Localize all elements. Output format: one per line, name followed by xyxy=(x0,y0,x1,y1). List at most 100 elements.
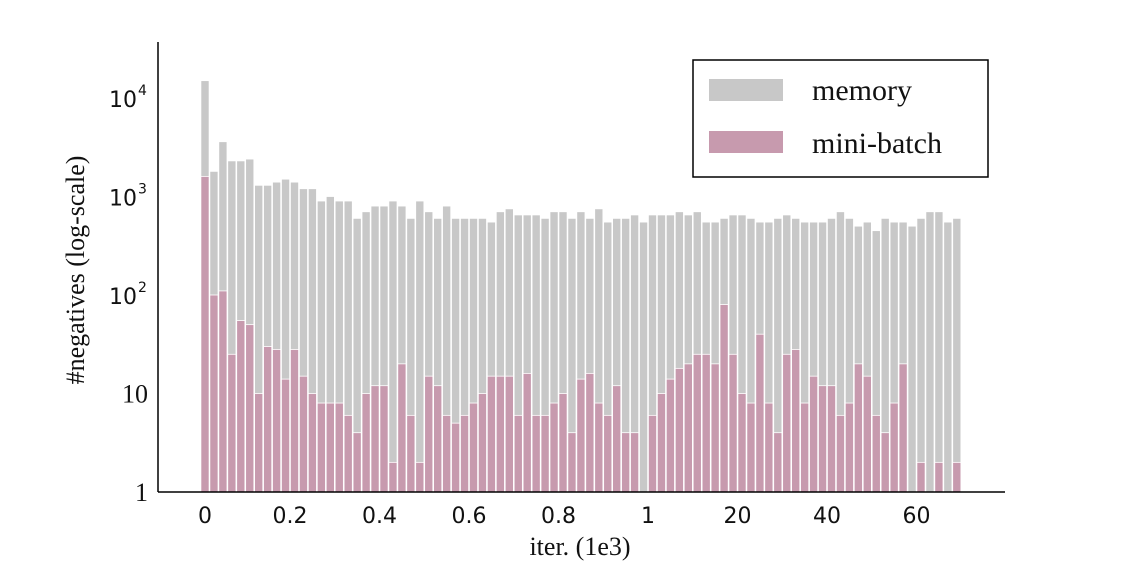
bar-mini-batch-2 xyxy=(218,290,228,493)
bar-mini-batch-80 xyxy=(916,461,926,493)
bar-mini-batch-71 xyxy=(835,414,845,493)
x-axis-title: iter. (1e3) xyxy=(529,532,630,561)
bar-mini-batch-82 xyxy=(934,461,944,493)
bar-mini-batch-20 xyxy=(379,385,389,493)
y-tick-label: 10 xyxy=(109,88,137,113)
y-tick-label: 10 xyxy=(109,187,137,212)
bar-mini-batch-3 xyxy=(227,353,237,493)
bar-mini-batch-6 xyxy=(254,393,264,493)
bar-mini-batch-57 xyxy=(710,363,720,493)
bar-mini-batch-75 xyxy=(871,414,881,493)
bar-mini-batch-84 xyxy=(952,461,962,493)
bar-mini-batch-21 xyxy=(388,461,398,493)
bar-mini-batch-61 xyxy=(746,402,756,493)
bar-memory-83 xyxy=(943,221,953,493)
legend-swatch-mini-batch xyxy=(709,131,783,153)
y-axis-title: #negatives (log-scale) xyxy=(61,156,90,385)
bar-memory-49 xyxy=(639,221,649,493)
legend-label-memory: memory xyxy=(812,74,912,107)
bar-mini-batch-77 xyxy=(889,402,899,493)
y-tick-exponent: 4 xyxy=(138,83,147,99)
bar-mini-batch-12 xyxy=(307,393,317,493)
bar-mini-batch-58 xyxy=(719,304,729,493)
bar-mini-batch-38 xyxy=(540,414,550,493)
bar-mini-batch-46 xyxy=(612,385,622,493)
x-tick-label: 1 xyxy=(641,504,655,529)
legend-swatch-memory xyxy=(709,79,783,101)
y-tick-label: 1 xyxy=(135,478,148,507)
bar-memory-24 xyxy=(415,200,425,493)
y-tick-label: 10 xyxy=(109,285,137,310)
bar-mini-batch-32 xyxy=(486,375,496,493)
bar-mini-batch-74 xyxy=(862,375,872,493)
bar-memory-79 xyxy=(907,225,917,493)
bar-mini-batch-34 xyxy=(504,375,514,493)
bar-mini-batch-9 xyxy=(281,378,291,493)
x-tick-label: 0.6 xyxy=(452,504,487,529)
bar-mini-batch-55 xyxy=(692,353,702,493)
y-tick-exponent: 3 xyxy=(138,182,147,198)
bar-mini-batch-65 xyxy=(782,353,792,493)
bar-mini-batch-78 xyxy=(898,363,908,493)
bar-mini-batch-53 xyxy=(674,367,684,493)
bar-mini-batch-24 xyxy=(415,461,425,493)
bar-memory-21 xyxy=(388,200,398,493)
bar-mini-batch-69 xyxy=(818,385,828,493)
bar-mini-batch-60 xyxy=(737,393,747,493)
x-tick-label: 0.4 xyxy=(362,504,397,529)
bar-mini-batch-16 xyxy=(343,414,353,493)
bar-mini-batch-56 xyxy=(701,353,711,493)
bar-mini-batch-45 xyxy=(603,414,613,493)
bar-mini-batch-59 xyxy=(728,353,738,493)
bar-mini-batch-22 xyxy=(397,363,407,493)
bar-mini-batch-64 xyxy=(773,432,783,493)
bar-memory-82 xyxy=(934,211,944,493)
bar-mini-batch-47 xyxy=(621,432,631,493)
legend: memory mini-batch xyxy=(692,59,989,178)
bar-mini-batch-18 xyxy=(361,393,371,493)
bar-mini-batch-68 xyxy=(809,375,819,493)
bar-mini-batch-1 xyxy=(209,294,219,493)
y-tick-label: 10 xyxy=(122,380,148,409)
bar-memory-84 xyxy=(952,217,962,493)
bar-memory-81 xyxy=(925,211,935,493)
bar-mini-batch-63 xyxy=(764,402,774,493)
x-tick-label: 0.2 xyxy=(273,504,308,529)
bar-mini-batch-54 xyxy=(683,363,693,493)
bar-mini-batch-36 xyxy=(522,372,532,493)
bar-mini-batch-4 xyxy=(236,320,246,493)
bar-mini-batch-25 xyxy=(424,375,434,493)
bar-mini-batch-73 xyxy=(853,363,863,493)
bar-mini-batch-51 xyxy=(656,393,666,493)
y-tick-exponent: 2 xyxy=(138,280,147,296)
bar-mini-batch-27 xyxy=(442,414,452,493)
bar-mini-batch-15 xyxy=(334,402,344,493)
bar-mini-batch-30 xyxy=(468,402,478,493)
bar-mini-batch-13 xyxy=(316,402,326,493)
bar-mini-batch-37 xyxy=(531,414,541,493)
bar-mini-batch-17 xyxy=(352,432,362,493)
bar-mini-batch-50 xyxy=(648,414,658,493)
bar-mini-batch-8 xyxy=(272,349,282,493)
memory-bars xyxy=(200,80,962,493)
x-tick-label: 20 xyxy=(724,504,752,529)
bar-mini-batch-52 xyxy=(665,378,675,493)
bar-mini-batch-76 xyxy=(880,432,890,493)
bar-memory-80 xyxy=(916,217,926,493)
x-tick-label: 0.8 xyxy=(541,504,576,529)
bar-mini-batch-14 xyxy=(325,402,335,493)
bar-mini-batch-31 xyxy=(477,393,487,493)
bar-mini-batch-70 xyxy=(827,385,837,493)
bar-mini-batch-39 xyxy=(549,402,559,493)
bar-mini-batch-5 xyxy=(245,324,255,493)
bar-mini-batch-41 xyxy=(567,432,577,493)
bar-mini-batch-43 xyxy=(585,372,595,493)
bar-mini-batch-33 xyxy=(495,375,505,493)
x-tick-label: 40 xyxy=(813,504,841,529)
bar-mini-batch-62 xyxy=(755,333,765,493)
bar-mini-batch-23 xyxy=(406,414,416,493)
bar-mini-batch-42 xyxy=(576,378,586,493)
legend-label-mini-batch: mini-batch xyxy=(812,127,942,160)
